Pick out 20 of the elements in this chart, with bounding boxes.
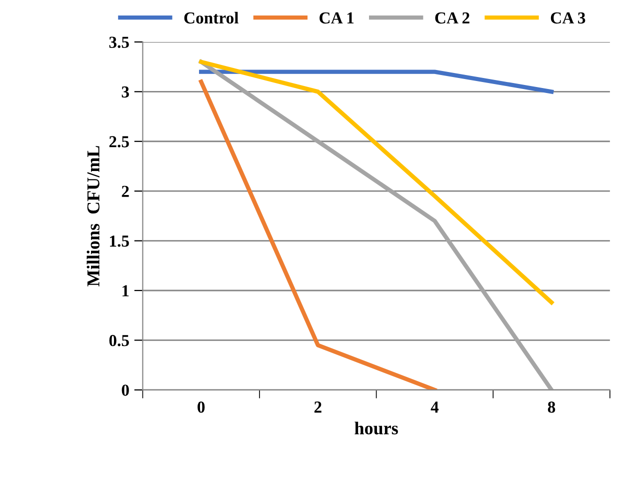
legend-label: CA 2 <box>435 12 470 24</box>
y-tick-label: 0 <box>122 384 129 396</box>
y-axis-title: Millions CFU/mL <box>86 146 100 286</box>
x-tick-label: 4 <box>430 402 439 413</box>
legend-label: CA 3 <box>550 12 586 24</box>
y-tick-label: 3.5 <box>109 36 129 48</box>
y-tick-label: 2 <box>122 186 129 197</box>
line-series <box>199 60 554 305</box>
y-tick-label: 1.5 <box>110 236 129 247</box>
x-tick-label: 8 <box>548 402 556 413</box>
y-tick-label: 3 <box>122 86 129 98</box>
y-tick-label: 2.5 <box>109 136 129 148</box>
y-tick-label: 1 <box>122 285 129 296</box>
legend-label: Control <box>184 12 238 24</box>
legend-label: CA 1 <box>320 12 354 24</box>
x-tick-label: 0 <box>198 402 205 413</box>
x-axis-title: hours <box>354 422 398 434</box>
y-tick-label: 0.5 <box>109 334 129 346</box>
line-series <box>199 60 554 390</box>
x-tick-label: 2 <box>314 402 322 413</box>
